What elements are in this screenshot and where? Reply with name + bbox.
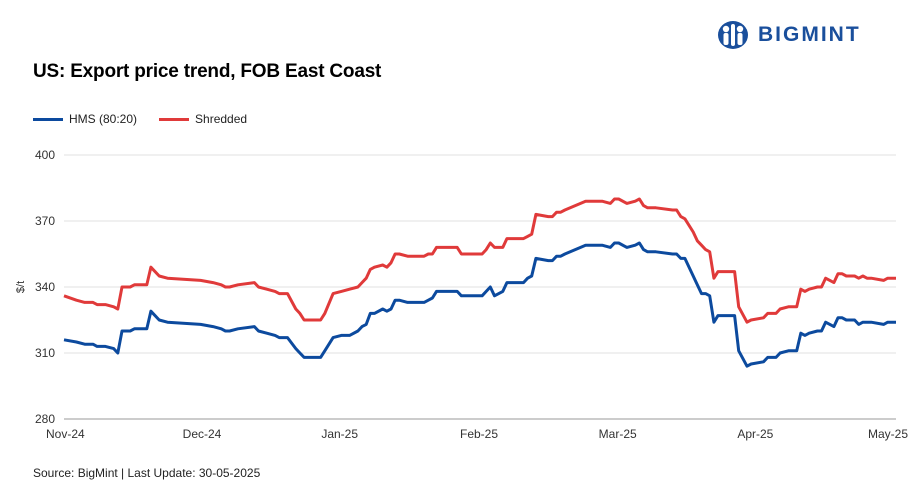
y-tick-label: 280 [35,412,55,426]
y-tick-label: 310 [35,346,55,360]
legend-label-shredded: Shredded [195,112,248,126]
y-tick-label: 340 [35,280,55,294]
series-line-hms [63,241,896,368]
y-tick-label: 370 [35,214,55,228]
x-tick-label: Apr-25 [737,427,773,441]
x-tick-label: Nov-24 [46,427,85,441]
x-tick-label: Feb-25 [460,427,498,441]
x-tick-label: Jan-25 [321,427,358,441]
x-tick-label: Mar-25 [599,427,637,441]
bigmint-globe-icon [718,21,748,49]
y-axis-label: $/t [15,281,27,293]
legend-item-hms: HMS (80:20) [33,112,137,126]
chart-legend: HMS (80:20) Shredded [33,112,269,126]
brand-name: BIGMINT [758,23,861,46]
legend-swatch-hms [33,117,63,121]
x-tick-label: Dec-24 [183,427,222,441]
source-note: Source: BigMint | Last Update: 30-05-202… [33,466,261,480]
series-line-shredded [63,197,896,324]
legend-swatch-shredded [159,117,190,121]
chart-title: US: Export price trend, FOB East Coast [33,61,382,82]
chart-series [63,197,896,368]
legend-item-shredded: Shredded [159,112,247,126]
chart-gridlines [64,154,896,420]
x-axis-ticks: Nov-24 Dec-24 Jan-25 Feb-25 Mar-25 Apr-25 May-… [46,427,908,441]
x-tick-label: May-25 [868,427,908,441]
y-axis-ticks: 400 370 340 310 280 [35,148,55,426]
legend-label-hms: HMS (80:20) [69,112,138,126]
brand-logo: BIGMINT [716,20,861,50]
y-tick-label: 400 [35,148,55,162]
